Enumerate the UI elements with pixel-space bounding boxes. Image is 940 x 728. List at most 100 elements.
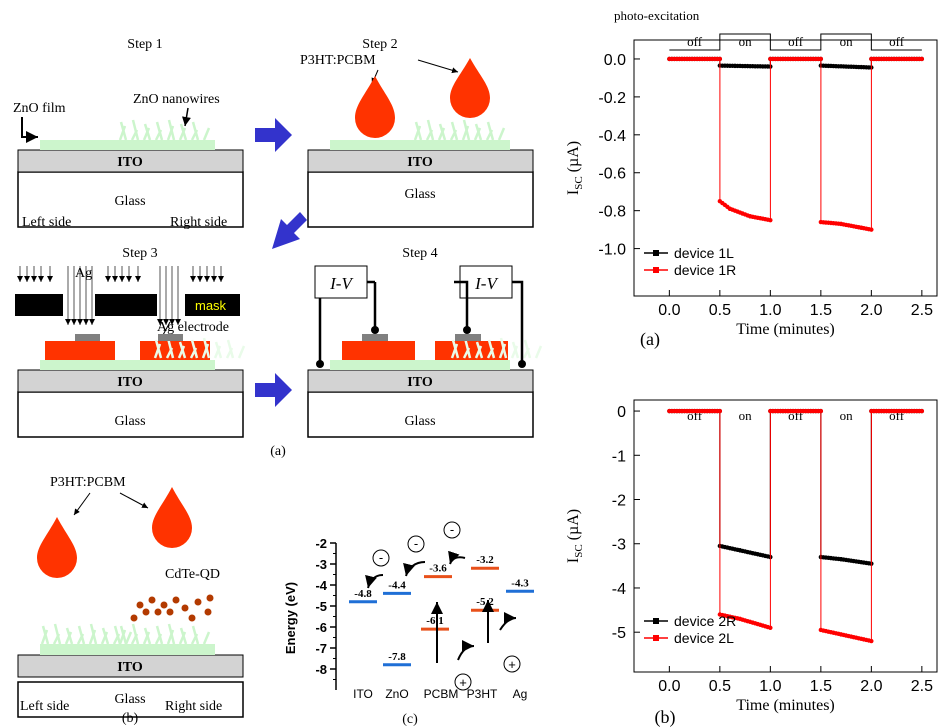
zno-nanowire xyxy=(451,339,460,359)
zno-nanowires-b-left xyxy=(40,623,133,645)
caption-c: (c) xyxy=(402,712,418,727)
x-tick-label: 0.5 xyxy=(709,678,731,695)
ag-label: Ag xyxy=(75,266,92,281)
cdte-qd-dot xyxy=(136,601,144,609)
energy-level-value: -6.1 xyxy=(426,615,443,627)
zno-nanowire xyxy=(41,625,50,645)
zno-nanowire xyxy=(119,121,128,141)
zno-nanowire xyxy=(167,119,176,141)
p3ht-pcbm-layer-left xyxy=(45,341,115,360)
hole-sign: + xyxy=(459,675,467,690)
zno-nanowire xyxy=(118,629,127,645)
y-tick-label: -0.6 xyxy=(598,166,626,183)
mask-label: mask xyxy=(195,298,227,313)
ito-label: ITO xyxy=(407,155,433,170)
legend-label: device 2L xyxy=(674,630,734,646)
x-tick-label: 0.0 xyxy=(658,678,680,695)
zno-film-label: ZnO film xyxy=(13,101,66,116)
energy-level-value: -3.6 xyxy=(429,563,447,575)
energy-material-label: ITO xyxy=(353,687,373,701)
caption-b-left: (b) xyxy=(122,711,139,726)
excitation-state-label: off xyxy=(889,34,905,49)
y-tick-label: -5 xyxy=(612,625,626,642)
excitation-state-label: off xyxy=(687,34,703,49)
energy-tick-label: -8 xyxy=(315,662,327,677)
x-axis-label: Time (minutes) xyxy=(736,697,835,714)
x-tick-label: 1.5 xyxy=(810,302,832,319)
hole-transfer-arrow xyxy=(499,612,517,631)
zno-nanowire xyxy=(53,623,62,645)
iv-label-left: I-V xyxy=(329,274,354,293)
zno-nanowire xyxy=(191,625,200,645)
energy-level-value: -4.3 xyxy=(511,577,529,589)
data-point xyxy=(717,56,723,62)
pointer xyxy=(73,492,91,516)
mask-segment xyxy=(95,294,157,316)
zno-nanowire xyxy=(438,123,447,141)
x-tick-label: 1.0 xyxy=(759,678,781,695)
p3ht-pcbm-droplet xyxy=(152,487,192,548)
energy-level-value: -4.8 xyxy=(354,588,372,600)
electron-transfer-arrow xyxy=(448,550,466,565)
y-tick-label: -1 xyxy=(612,448,626,465)
caption-b-right: (b) xyxy=(655,707,676,728)
zno-nanowire xyxy=(178,341,187,359)
zno-nanowires-pointer xyxy=(182,107,191,127)
zno-nanowire xyxy=(40,629,49,645)
electron-symbol xyxy=(407,535,425,553)
data-point xyxy=(768,217,773,223)
step-1-panel: Step 1 Glass ITO ZnO film ZnO nanowires … xyxy=(13,37,244,230)
legend-marker xyxy=(653,618,659,624)
pointer xyxy=(417,59,459,74)
zno-nanowire xyxy=(167,623,176,645)
energy-tick-label: -4 xyxy=(315,578,327,593)
zno-nanowires-4 xyxy=(450,337,543,359)
energy-tick-label: -3 xyxy=(315,557,327,572)
excitation-state-label: on xyxy=(739,408,753,423)
zno-film xyxy=(40,360,215,370)
glass-label: Glass xyxy=(404,187,435,202)
zno-nanowire xyxy=(101,627,110,645)
ag-electrode-label: Ag electrode xyxy=(157,320,229,335)
plot-frame xyxy=(633,39,938,297)
step-arrow-2-to-3 xyxy=(272,212,307,249)
zno-nanowire xyxy=(487,339,496,359)
zno-nanowires-2 xyxy=(413,119,506,141)
data-point xyxy=(717,408,723,414)
x-tick-label: 0.5 xyxy=(709,302,731,319)
glass-layer xyxy=(307,171,534,228)
zno-nanowires-1 xyxy=(118,119,211,141)
y-axis-label: ISC (µA) xyxy=(565,141,585,195)
x-tick-label: 2.0 xyxy=(860,678,882,695)
p3ht-pcbm-droplet xyxy=(355,76,395,138)
zno-nanowire xyxy=(450,121,459,141)
cdte-qd-dot xyxy=(130,614,138,622)
ag-electrode xyxy=(362,334,388,341)
zno-nanowire xyxy=(143,123,152,141)
legend-label: device 1R xyxy=(674,262,736,278)
zno-nanowires-label: ZnO nanowires xyxy=(133,92,220,107)
x-tick-label: 2.5 xyxy=(911,302,933,319)
electron-symbol xyxy=(372,549,390,567)
p3ht-pcbm-droplet xyxy=(450,58,490,118)
excitation-state-label: on xyxy=(840,34,854,49)
energy-diagram: Energy (eV) (c) -2 -3 -4 -5 -6 -7 -8 ITO ZnO PCBM… xyxy=(283,521,534,727)
energy-tick-label: -7 xyxy=(315,641,327,656)
cdte-qd-dot xyxy=(194,598,202,606)
zno-film xyxy=(40,140,215,150)
hole-sign: + xyxy=(508,657,516,672)
cdte-qd-label: CdTe-QD xyxy=(165,567,220,582)
zno-nanowire xyxy=(534,345,543,359)
data-point xyxy=(869,638,874,644)
zno-nanowire xyxy=(155,121,164,141)
step-3-panel: Step 3 Ag mask Ag electrode Glass ITO xyxy=(15,246,246,438)
mask-segment xyxy=(15,294,63,316)
data-point xyxy=(768,625,773,630)
step-1-label: Step 1 xyxy=(127,37,162,52)
y-tick-label: -3 xyxy=(612,537,626,554)
glass-label: Glass xyxy=(404,414,435,429)
zno-nanowire xyxy=(475,341,484,359)
right-side-label: Right side xyxy=(165,699,222,714)
p3ht-pcbm-label-step2: P3HT:PCBM xyxy=(300,53,376,68)
cdte-qd-dot xyxy=(142,608,150,616)
